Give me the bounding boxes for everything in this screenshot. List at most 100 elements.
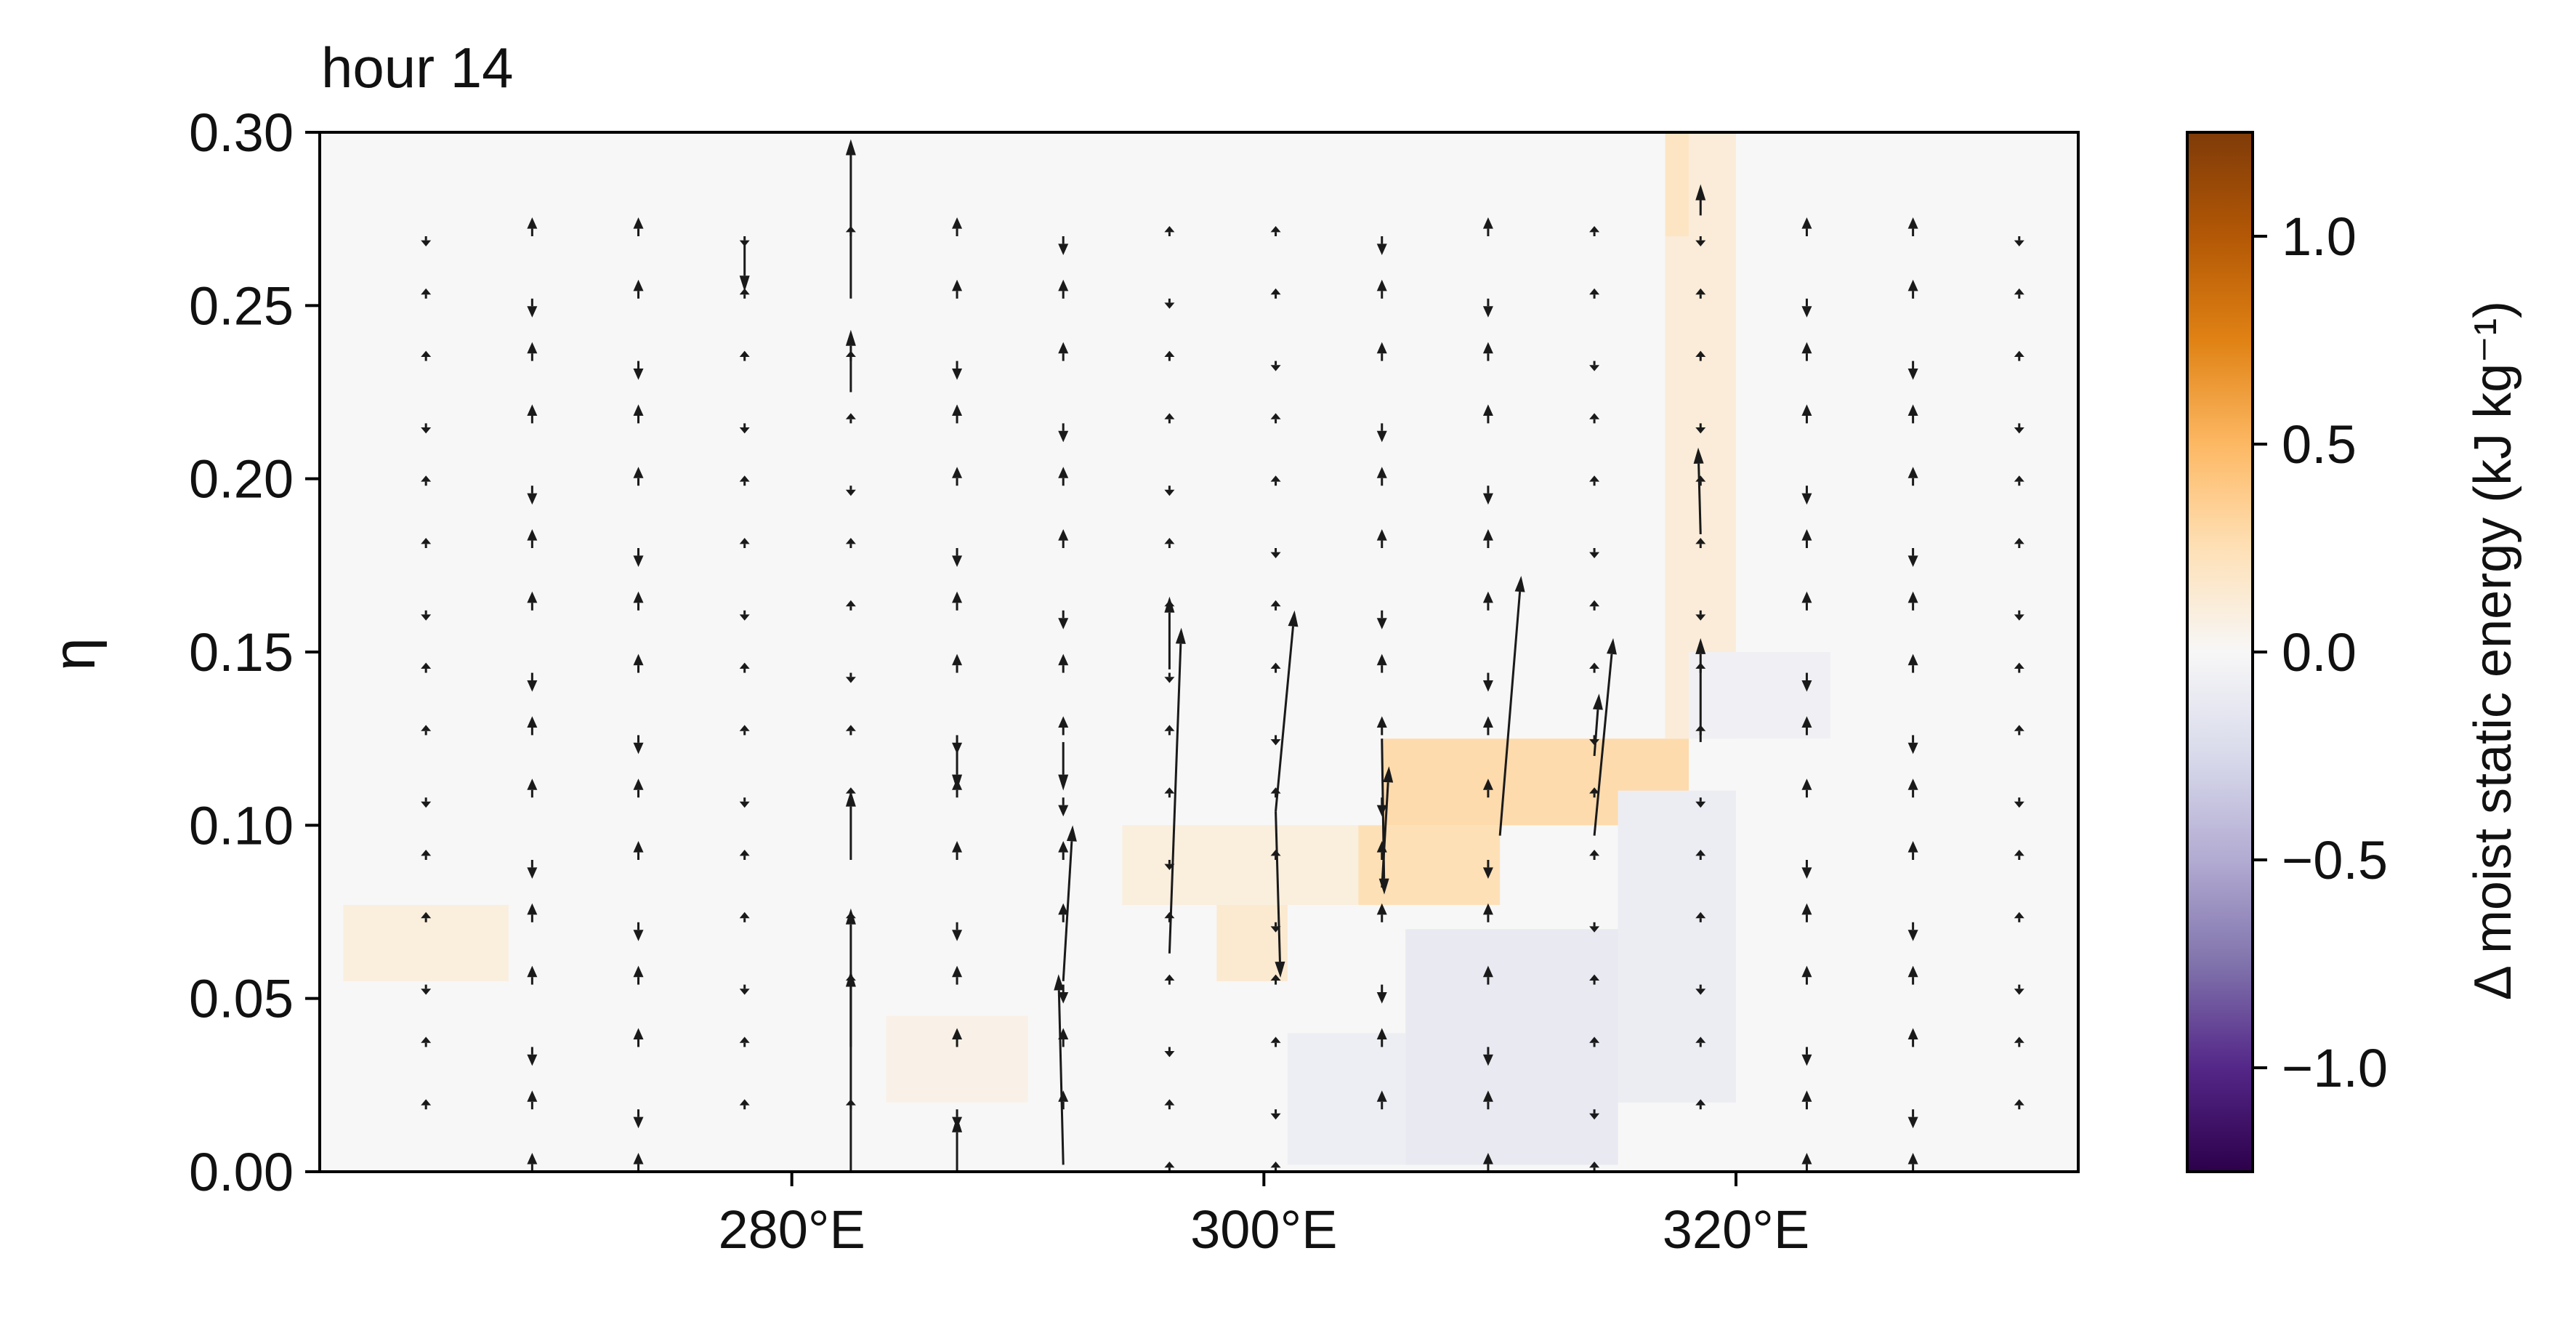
quiver-arrow — [527, 1090, 538, 1110]
quiver-arrow — [1801, 298, 1812, 318]
quiver-arrow-major — [845, 790, 856, 860]
quiver-arrow-major — [1498, 576, 1525, 836]
quiver-arrow — [1482, 298, 1493, 318]
quiver-arrow — [1801, 672, 1812, 692]
quiver-arrow-major — [1275, 610, 1299, 812]
quiver-arrow — [633, 1028, 644, 1047]
quiver-arrow — [2014, 538, 2024, 548]
heatmap-layer — [343, 132, 1830, 1165]
quiver-arrow — [1270, 850, 1281, 860]
quiver-arrow — [1695, 610, 1706, 621]
quiver-arrow — [1801, 404, 1812, 424]
quiver-arrow — [2014, 236, 2024, 246]
quiver-arrow — [1058, 279, 1069, 299]
y-tick-label: 0.05 — [189, 969, 294, 1029]
quiver-arrow — [1164, 672, 1175, 683]
quiver-arrow — [421, 1099, 432, 1110]
quiver-arrow — [1482, 217, 1493, 236]
quiver-arrow — [845, 413, 856, 424]
quiver-arrow — [1376, 279, 1387, 299]
quiver-arrow — [1801, 217, 1812, 236]
quiver-arrow — [1270, 600, 1281, 611]
quiver-arrow — [633, 735, 644, 754]
quiver-arrow — [845, 600, 856, 611]
quiver-arrow — [1376, 1090, 1387, 1110]
quiver-arrow — [421, 423, 432, 434]
quiver-arrow — [845, 486, 856, 496]
y-tick-label: 0.15 — [189, 622, 294, 683]
quiver-arrow — [952, 841, 963, 860]
quiver-arrow — [739, 538, 750, 548]
quiver-arrow — [633, 217, 644, 236]
quiver-arrow — [2014, 911, 2024, 922]
quiver-arrow — [952, 279, 963, 299]
quiver-arrow — [1695, 288, 1706, 299]
quiver-arrow-major — [739, 243, 750, 292]
quiver-arrow — [1376, 529, 1387, 548]
quiver-arrow — [421, 1037, 432, 1047]
y-axis: 0.00 0.05 0.10 0.15 0.20 0.25 0.30 — [189, 102, 320, 1202]
quiver-arrow — [2014, 423, 2024, 434]
y-tick-label: 0.20 — [189, 449, 294, 510]
quiver-arrow-major — [845, 908, 856, 1047]
heatmap-cell — [1358, 825, 1501, 905]
quiver-arrow — [1907, 404, 1918, 424]
quiver-arrow-major — [845, 329, 856, 393]
quiver-arrow — [527, 672, 538, 692]
quiver-arrow — [421, 984, 432, 995]
quiver-arrow — [739, 850, 750, 860]
quiver-arrow — [2014, 288, 2024, 299]
quiver-arrow — [1589, 600, 1600, 611]
quiver-arrow — [527, 404, 538, 424]
quiver-arrow — [1695, 350, 1706, 361]
quiver-arrow — [1589, 850, 1600, 860]
quiver-arrow — [2014, 1099, 2024, 1110]
quiver-arrow — [1270, 226, 1281, 236]
quiver-arrow — [1270, 413, 1281, 424]
quiver-arrow — [1270, 288, 1281, 299]
quiver-arrow — [1164, 538, 1175, 548]
quiver-arrow — [2014, 662, 2024, 673]
quiver-arrow — [2014, 850, 2024, 860]
quiver-arrow — [739, 911, 750, 922]
quiver-arrow — [1801, 965, 1812, 985]
quiver-arrow — [845, 672, 856, 683]
quiver-arrow — [1482, 860, 1493, 879]
quiver-arrow — [633, 548, 644, 567]
quiver-arrow — [1164, 226, 1175, 236]
quiver-arrow — [739, 610, 750, 621]
heatmap-cell — [1216, 904, 1288, 981]
quiver-arrow — [1801, 529, 1812, 548]
quiver-arrow — [1801, 591, 1812, 611]
quiver-arrow — [1907, 279, 1918, 299]
colorbar-axis: −1.0 −0.5 0.0 0.5 1.0 — [2253, 206, 2388, 1098]
quiver-arrow — [1801, 486, 1812, 505]
quiver-arrow — [1164, 725, 1175, 736]
quiver-arrow — [1589, 787, 1600, 798]
colorbar-tick-label: 0.5 — [2282, 414, 2357, 475]
quiver-arrow — [1907, 467, 1918, 486]
quiver-arrow — [1058, 1172, 1068, 1191]
quiver-arrow — [421, 662, 432, 673]
quiver-arrow-major — [1695, 184, 1706, 216]
quiver-arrow — [527, 965, 538, 985]
quiver-arrow — [1058, 467, 1069, 486]
quiver-arrow — [1058, 653, 1069, 673]
quiver-arrow — [527, 1047, 538, 1066]
y-tick-label: 0.30 — [189, 102, 294, 163]
quiver-arrow-major — [1164, 596, 1175, 669]
quiver-arrow — [527, 716, 538, 736]
quiver-arrow — [739, 797, 750, 808]
quiver-arrow — [633, 361, 644, 380]
quiver-arrow — [2014, 984, 2024, 995]
quiver-arrow — [1482, 672, 1493, 692]
colorbar — [2186, 131, 2254, 1173]
quiver-layer — [421, 139, 2024, 1191]
quiver-arrow — [1482, 486, 1493, 505]
quiver-arrow — [2014, 1172, 2024, 1182]
quiver-arrow — [421, 538, 432, 548]
quiver-arrow — [2014, 797, 2024, 808]
quiver-arrow — [1270, 974, 1281, 985]
quiver-arrow-major — [1275, 811, 1285, 978]
